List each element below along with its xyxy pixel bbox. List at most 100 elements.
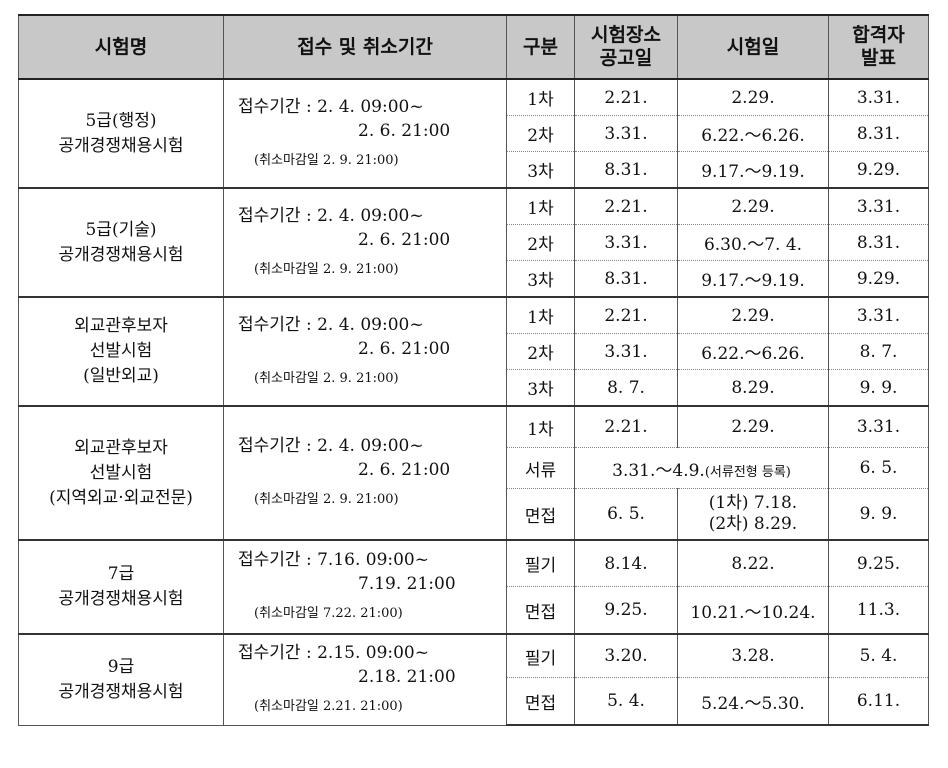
exam-name-line: 외교관후보자 bbox=[74, 316, 168, 336]
exam-name-cell: 5급(기술) 공개경쟁채용시험 bbox=[18, 187, 224, 298]
header-venue-line2: 공고일 bbox=[599, 47, 653, 69]
stage-cell: 3차 bbox=[506, 260, 575, 298]
venue-date-cell: 3.31. bbox=[574, 115, 678, 152]
exam-date-cell: 6.22.～6.26. bbox=[677, 115, 829, 152]
result-date-cell: 8. 7. bbox=[828, 333, 929, 370]
exam-date-cell: 6.22.～6.26. bbox=[677, 333, 829, 370]
exam-date-cell: 3.28. bbox=[677, 633, 829, 678]
stage-cell: 면접 bbox=[506, 488, 575, 541]
exam-date-cell: 8.22. bbox=[677, 539, 829, 587]
exam-date-cell: 10.21.～10.24. bbox=[677, 586, 829, 635]
registration-end: 2. 6. 21:00 bbox=[358, 229, 451, 250]
venue-date-cell: 8.14. bbox=[574, 539, 678, 587]
stage-cell: 2차 bbox=[506, 224, 575, 261]
venue-date-cell: 3.31. bbox=[574, 224, 678, 261]
venue-date-cell: 2.21. bbox=[574, 405, 678, 448]
venue-date-cell: 2.21. bbox=[574, 187, 678, 225]
registration-start: 접수기간 : 2. 4. 09:00~ bbox=[238, 96, 424, 117]
table-row: 5급(기술) 공개경쟁채용시험 접수기간 : 2. 4. 09:00~ 2. 6. … bbox=[18, 187, 929, 298]
exam-date-cell: 2.29. bbox=[677, 296, 829, 334]
table-row: 3차 8.31. 9.17.～9.19. 9.29. bbox=[19, 260, 929, 298]
registration-start: 접수기간 : 2.15. 09:00~ bbox=[238, 642, 429, 663]
table-row: 면접 5. 4. 5.24.～5.30. 6.11. bbox=[19, 677, 929, 726]
exam-name-line: 5급(기술) bbox=[85, 219, 157, 240]
table-row: 면접 9.25. 10.21.～10.24. 11.3. bbox=[19, 586, 929, 635]
exam-date-cell: 9.17.～9.19. bbox=[677, 260, 829, 298]
result-date-cell: 9.29. bbox=[828, 260, 929, 298]
registration-start: 접수기간 : 2. 4. 09:00~ bbox=[238, 436, 424, 456]
exam-name-line: 선발시험 bbox=[89, 462, 153, 483]
header-result: 합격자 발표 bbox=[828, 14, 929, 80]
registration-end: 2.18. 21:00 bbox=[358, 666, 456, 687]
header-exam-name: 시험명 bbox=[18, 14, 224, 80]
result-date-cell: 3.31. bbox=[828, 405, 929, 448]
venue-date-cell: 8. 7. bbox=[574, 369, 678, 407]
header-row: 시험명 접수 및 취소기간 구분 시험장소 공고일 시험일 합격자 발표 bbox=[18, 14, 929, 80]
exam-name-line: 7급 bbox=[107, 564, 135, 584]
exam-name-cell: 7급 공개경쟁채용시험 bbox=[18, 539, 224, 635]
venue-date-cell: 8.31. bbox=[574, 260, 678, 298]
venue-date-cell: 9.25. bbox=[574, 586, 678, 635]
document-screening-cell: 3.31.～4.9.(서류전형 등록) bbox=[574, 447, 829, 489]
stage-cell: 1차 bbox=[506, 187, 575, 225]
exam-name-line: 공개경쟁채용시험 bbox=[58, 244, 184, 265]
exam-name-line: 공개경쟁채용시험 bbox=[58, 135, 184, 156]
registration-start: 접수기간 : 7.16. 09:00~ bbox=[238, 550, 429, 570]
exam-name-line: 공개경쟁채용시험 bbox=[58, 681, 184, 702]
result-date-cell: 3.31. bbox=[828, 187, 929, 225]
venue-date-cell: 8.31. bbox=[574, 151, 678, 189]
result-date-cell: 8.31. bbox=[828, 115, 929, 152]
stage-cell: 서류 bbox=[506, 447, 575, 489]
exam-date-cell: (1차) 7.18. (2차) 8.29. bbox=[677, 488, 829, 541]
stage-cell: 2차 bbox=[506, 115, 575, 152]
venue-date-cell: 3.20. bbox=[574, 633, 678, 678]
table-row: 2차 3.31. 6.30.～7. 4. 8.31. bbox=[19, 224, 929, 261]
venue-date-cell: 2.21. bbox=[574, 296, 678, 334]
registration-end: 2. 6. 21:00 bbox=[358, 120, 451, 141]
result-date-cell: 8.31. bbox=[828, 224, 929, 261]
result-date-cell: 3.31. bbox=[828, 78, 929, 116]
exam-schedule-table: 시험명 접수 및 취소기간 구분 시험장소 공고일 시험일 합격자 발표 5급(행정… bbox=[18, 14, 929, 726]
header-stage: 구분 bbox=[506, 14, 575, 80]
result-date-cell: 9.25. bbox=[828, 539, 929, 587]
registration-end: 7.19. 21:00 bbox=[358, 574, 456, 594]
interview-round-1: (1차) 7.18. bbox=[708, 493, 798, 513]
stage-cell: 필기 bbox=[506, 633, 575, 678]
registration-start: 접수기간 : 2. 4. 09:00~ bbox=[238, 314, 424, 335]
table-row: 외교관후보자 선발시험 (지역외교·외교전문) 접수기간 : 2. 4. 09:00… bbox=[18, 405, 929, 541]
result-date-cell: 9.29. bbox=[828, 151, 929, 189]
exam-name-line: 9급 bbox=[107, 656, 135, 677]
venue-date-cell: 2.21. bbox=[574, 78, 678, 116]
exam-date-cell: 9.17.～9.19. bbox=[677, 151, 829, 189]
registration-period-cell: 접수기간 : 2. 4. 09:00~ 2. 6. 21:00 (취소마감일 2. … bbox=[223, 296, 507, 407]
table-row: 2차 3.31. 6.22.～6.26. 8. 7. bbox=[19, 333, 929, 370]
registration-period-cell: 접수기간 : 2.15. 09:00~ 2.18. 21:00 (취소마감일 2.2… bbox=[223, 633, 507, 726]
exam-name-line: 선발시험 bbox=[89, 341, 153, 361]
stage-cell: 1차 bbox=[506, 78, 575, 116]
result-date-cell: 6. 5. bbox=[828, 447, 929, 489]
cancel-deadline: (취소마감일 2. 9. 21:00) bbox=[254, 152, 399, 168]
stage-cell: 3차 bbox=[506, 151, 575, 189]
header-venue-line1: 시험장소 bbox=[591, 24, 661, 46]
registration-start: 접수기간 : 2. 4. 09:00~ bbox=[238, 205, 424, 226]
exam-date-cell: 2.29. bbox=[677, 187, 829, 225]
stage-cell: 면접 bbox=[506, 586, 575, 635]
cancel-deadline: (취소마감일 2.21. 21:00) bbox=[254, 698, 403, 714]
cancel-deadline: (취소마감일 2. 9. 21:00) bbox=[254, 261, 399, 277]
exam-name-line: (일반외교) bbox=[83, 366, 159, 386]
table-row: 3차 8.31. 9.17.～9.19. 9.29. bbox=[19, 151, 929, 189]
exam-date-cell: 2.29. bbox=[677, 78, 829, 116]
header-result-line2: 발표 bbox=[861, 47, 896, 69]
registration-period-cell: 접수기간 : 2. 4. 09:00~ 2. 6. 21:00 (취소마감일 2. … bbox=[223, 78, 507, 189]
registration-end: 2. 6. 21:00 bbox=[358, 338, 451, 359]
cancel-deadline: (취소마감일 2. 9. 21:00) bbox=[254, 492, 399, 507]
document-screening-dates: 3.31.～4.9. bbox=[612, 460, 705, 481]
stage-cell: 1차 bbox=[506, 405, 575, 448]
stage-cell: 필기 bbox=[506, 539, 575, 587]
cancel-deadline: (취소마감일 2. 9. 21:00) bbox=[254, 370, 399, 386]
table-row: 서류 3.31.～4.9.(서류전형 등록) 6. 5. bbox=[19, 447, 929, 489]
result-date-cell: 5. 4. bbox=[828, 633, 929, 678]
